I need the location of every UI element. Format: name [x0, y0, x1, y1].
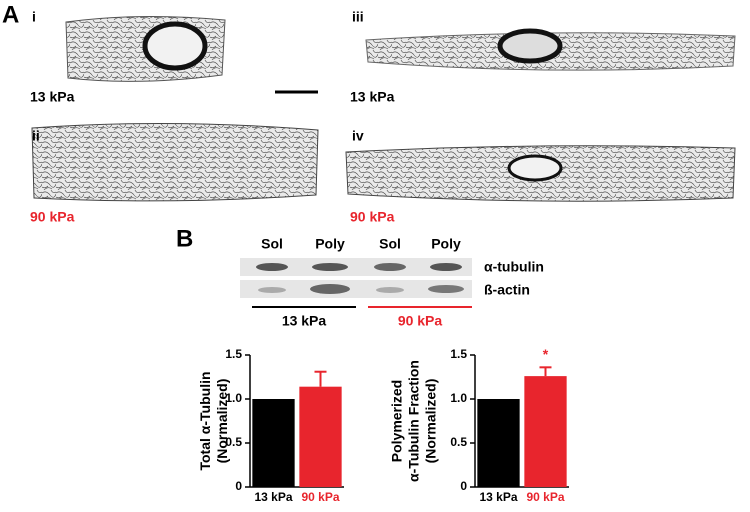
band: [258, 287, 286, 293]
band: [376, 287, 404, 293]
panel-label: A: [2, 1, 19, 28]
y-tick-label: 0: [235, 479, 242, 493]
band-label: α-tubulin: [484, 259, 544, 275]
y-tick-label: 1.0: [225, 391, 242, 405]
error-bar: [539, 366, 552, 377]
y-tick-label: 1.0: [450, 391, 467, 405]
band: [310, 284, 350, 294]
nucleus: [507, 154, 563, 182]
y-tick-label: 0.5: [225, 435, 242, 449]
bar: [252, 399, 295, 487]
x-tick-label: 13 kPa: [479, 490, 517, 504]
cell-images: [31, 15, 736, 202]
group-label: 13 kPa: [282, 313, 327, 329]
y-axis-label: (Normalized): [423, 379, 439, 464]
nucleus: [497, 28, 563, 64]
error-bar: [314, 370, 327, 387]
condition-label: 90 kPa: [30, 209, 75, 225]
lane-label: Poly: [315, 236, 345, 252]
panel-sublabel: i: [32, 9, 36, 25]
x-tick-label: 90 kPa: [526, 490, 564, 504]
band: [428, 285, 464, 293]
lane-label: Sol: [379, 236, 401, 252]
blot-strip: [240, 280, 472, 298]
panel-label: B: [176, 225, 193, 252]
condition-label: 13 kPa: [30, 89, 75, 105]
lane-label: Poly: [431, 236, 461, 252]
y-tick-label: 0: [460, 479, 467, 493]
y-tick-label: 1.5: [450, 347, 467, 361]
blot: [240, 258, 472, 308]
bar: [299, 386, 342, 487]
cell-image: [31, 122, 319, 202]
panel-sublabel: iv: [352, 128, 364, 144]
band: [430, 263, 462, 271]
bar: [477, 399, 520, 487]
condition-label: 13 kPa: [350, 89, 395, 105]
y-axis-label: Total α-Tubulin: [197, 371, 213, 470]
y-axis-label: α-Tubulin Fraction: [406, 360, 422, 482]
annotation: *: [543, 346, 549, 362]
band: [374, 263, 406, 271]
band-label: ß-actin: [484, 282, 530, 298]
x-tick-label: 90 kPa: [301, 490, 339, 504]
group-label: 90 kPa: [398, 313, 443, 329]
nucleus: [142, 21, 208, 71]
blot-strip: [240, 258, 472, 276]
panel-sublabel: iii: [352, 9, 364, 25]
y-tick-label: 1.5: [225, 347, 242, 361]
lane-label: Sol: [261, 236, 283, 252]
condition-label: 90 kPa: [350, 209, 395, 225]
band: [312, 263, 348, 271]
band: [256, 263, 288, 271]
panel-sublabel: ii: [32, 128, 40, 144]
y-tick-label: 0.5: [450, 435, 467, 449]
y-axis-label: Polymerized: [389, 380, 405, 462]
x-tick-label: 13 kPa: [254, 490, 292, 504]
bar: [524, 376, 567, 487]
y-axis-label: (Normalized): [214, 379, 230, 464]
